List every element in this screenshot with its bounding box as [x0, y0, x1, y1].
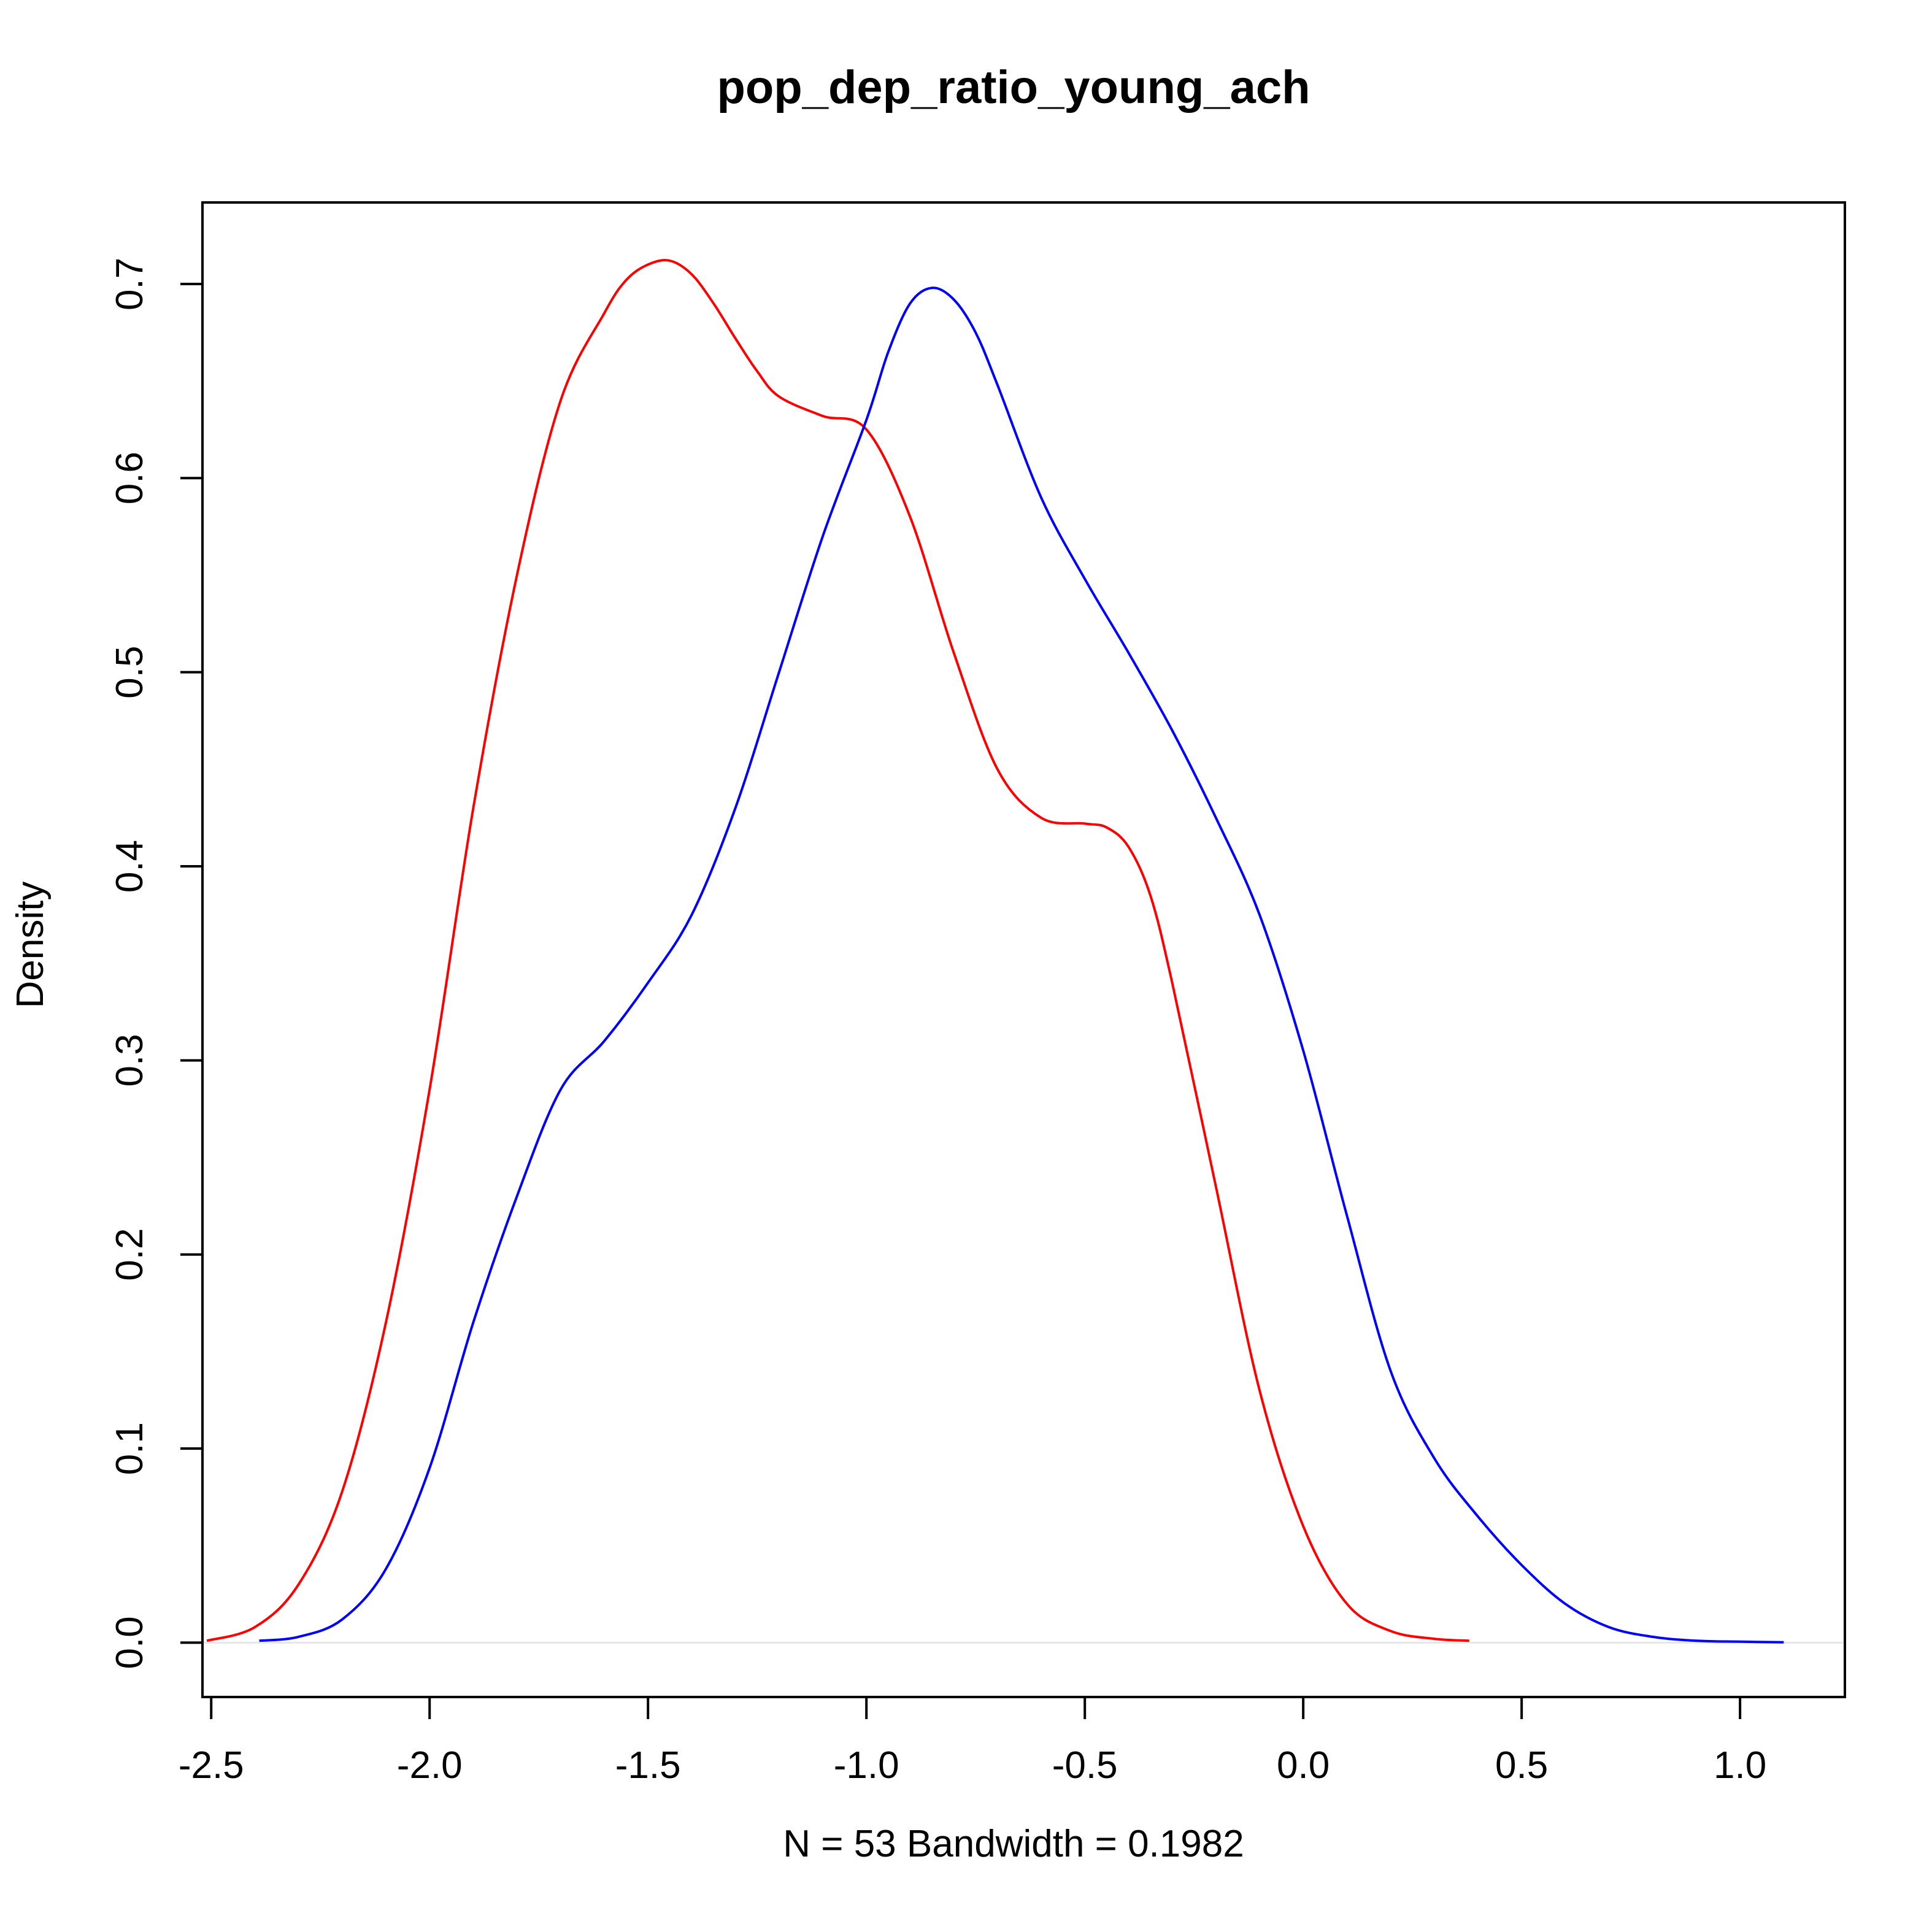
- y-axis-label: Density: [9, 882, 52, 1009]
- density-curves: [206, 259, 1784, 1644]
- y-tick-label: 0.5: [109, 645, 151, 698]
- y-tick-label: 0.0: [109, 1616, 151, 1669]
- chart-title: pop_dep_ratio_young_ach: [717, 61, 1310, 114]
- x-tick-label: 0.0: [1277, 1744, 1330, 1787]
- y-tick-label: 0.4: [109, 840, 151, 893]
- x-tick-label: -1.5: [615, 1744, 681, 1787]
- x-axis: -2.5 -2.0 -1.5 -1.0 -0.5 0.0 0.5 1.0: [179, 1696, 1766, 1787]
- y-tick-label: 0.1: [109, 1422, 151, 1475]
- y-tick-label: 0.2: [109, 1228, 151, 1281]
- x-tick-label: -0.5: [1052, 1744, 1118, 1787]
- x-tick-label: -1.0: [834, 1744, 899, 1787]
- y-tick-label: 0.7: [109, 258, 151, 310]
- x-tick-label: -2.5: [179, 1744, 244, 1787]
- x-tick-label: -2.0: [397, 1744, 463, 1787]
- x-axis-label: N = 53 Bandwidth = 0.1982: [783, 1823, 1244, 1865]
- density-curve-2: [259, 287, 1784, 1644]
- x-tick-label: 0.5: [1495, 1744, 1548, 1787]
- y-tick-label: 0.3: [109, 1034, 151, 1087]
- density-curve-1: [206, 259, 1469, 1642]
- y-tick-label: 0.6: [109, 452, 151, 504]
- x-tick-label: 1.0: [1714, 1744, 1766, 1787]
- y-axis: 0.0 0.1 0.2 0.3 0.4 0.5 0.6 0.7: [109, 258, 204, 1669]
